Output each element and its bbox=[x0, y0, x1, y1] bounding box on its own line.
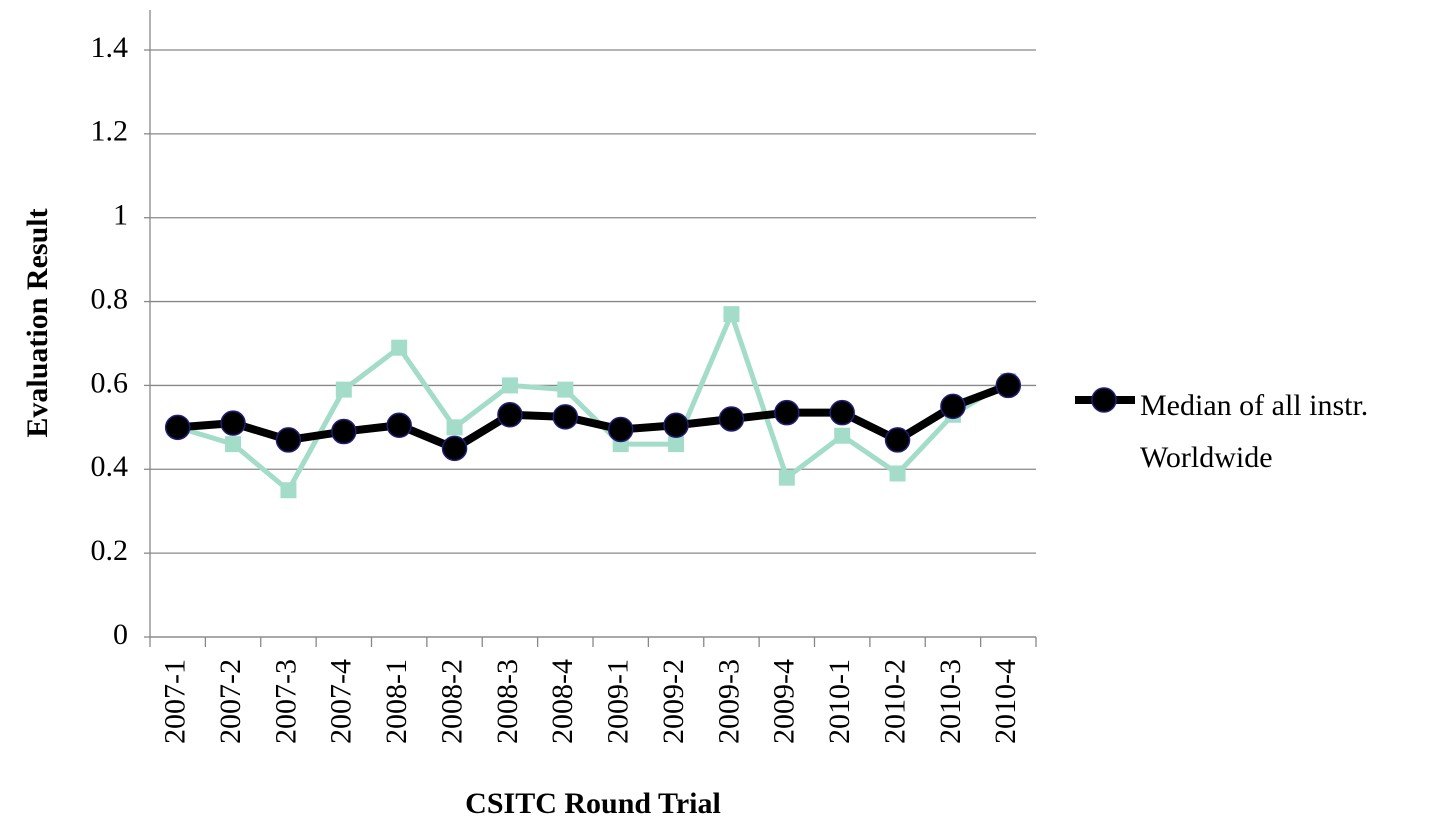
point bbox=[164, 414, 191, 441]
point bbox=[220, 410, 246, 436]
point bbox=[501, 377, 518, 394]
point bbox=[774, 399, 800, 426]
point bbox=[1091, 387, 1117, 413]
point bbox=[940, 393, 966, 420]
point bbox=[497, 402, 523, 428]
point bbox=[552, 404, 579, 430]
point bbox=[663, 412, 689, 439]
x-tick-label: 2010-3 bbox=[934, 659, 967, 744]
point bbox=[280, 482, 297, 499]
x-tick-label: 2007-4 bbox=[325, 659, 358, 744]
legend-label: Median of all instr. Worldwide bbox=[1140, 389, 1369, 474]
point bbox=[718, 406, 745, 432]
y-tick-label: 0.8 bbox=[91, 282, 129, 315]
y-tick-label: 0.6 bbox=[91, 366, 129, 399]
series-line bbox=[176, 311, 1010, 493]
x-tick-label: 2010-4 bbox=[989, 659, 1022, 744]
y-tick-label: 0.4 bbox=[91, 450, 129, 483]
y-tick-label: 1.4 bbox=[91, 31, 129, 64]
x-tick-label: 2009-4 bbox=[768, 659, 801, 744]
point bbox=[386, 412, 412, 439]
series-line bbox=[177, 381, 1010, 453]
y-tick-label: 0 bbox=[113, 618, 128, 651]
point bbox=[889, 465, 906, 482]
point bbox=[331, 418, 357, 445]
point bbox=[391, 339, 408, 356]
x-tick-label: 2008-4 bbox=[546, 659, 579, 744]
point bbox=[995, 372, 1022, 399]
x-tick-label: 2009-1 bbox=[602, 659, 635, 744]
x-tick-label: 2010-2 bbox=[878, 659, 911, 744]
point bbox=[884, 427, 911, 453]
x-axis-label: CSITC Round Trial bbox=[465, 787, 721, 820]
x-tick-label: 2010-1 bbox=[823, 659, 856, 744]
point bbox=[441, 435, 468, 462]
x-tick-label: 2007-3 bbox=[269, 659, 302, 744]
y-axis-label: Evaluation Result bbox=[21, 208, 54, 437]
x-tick-label: 2007-1 bbox=[159, 659, 192, 744]
y-tick-label: 1 bbox=[113, 199, 128, 232]
point bbox=[446, 419, 463, 436]
x-tick-label: 2008-1 bbox=[380, 659, 413, 744]
point bbox=[335, 381, 352, 398]
x-tick-label: 2007-2 bbox=[214, 659, 247, 744]
point bbox=[834, 427, 851, 444]
point bbox=[275, 427, 302, 453]
point bbox=[668, 436, 685, 453]
x-tick-label: 2008-2 bbox=[435, 659, 468, 744]
point bbox=[829, 399, 855, 426]
point bbox=[607, 416, 634, 443]
x-tick-label: 2008-3 bbox=[491, 659, 524, 744]
y-tick-label: 1.2 bbox=[91, 115, 129, 148]
point bbox=[778, 469, 795, 486]
y-tick-label: 0.2 bbox=[91, 534, 129, 567]
point bbox=[557, 381, 574, 398]
point bbox=[723, 306, 740, 323]
point bbox=[225, 436, 242, 453]
x-tick-label: 2009-3 bbox=[712, 659, 745, 744]
x-tick-label: 2009-2 bbox=[657, 659, 690, 744]
